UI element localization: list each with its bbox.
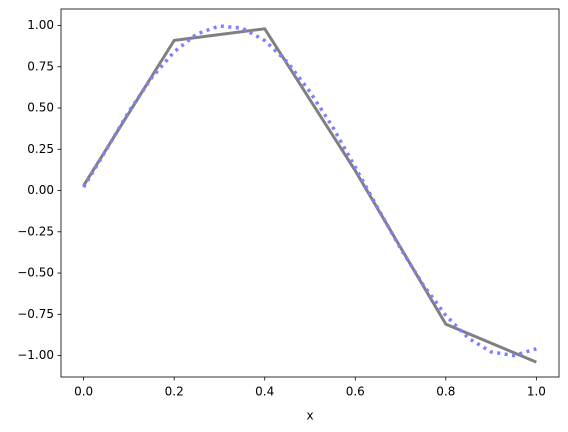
data-line [82, 24, 537, 358]
x-tick-label: 0.2 [165, 385, 184, 399]
y-tick-label: −1.00 [17, 348, 54, 362]
y-tick-label: 0.75 [27, 59, 54, 73]
x-tick-label: 0.0 [74, 385, 93, 399]
y-tick-label: 0.50 [27, 101, 54, 115]
y-tick-label: −0.25 [17, 224, 54, 238]
x-tick-label: 0.4 [255, 385, 274, 399]
x-tick-label: 1.0 [527, 385, 546, 399]
y-tick-label: −0.50 [17, 266, 54, 280]
y-tick-label: −0.75 [17, 307, 54, 321]
y-tick-label: 0.25 [27, 142, 54, 156]
x-tick-label: 0.6 [346, 385, 365, 399]
y-tick-label: 0.00 [27, 183, 54, 197]
x-axis-label: x [306, 409, 313, 423]
plot-frame [60, 8, 560, 378]
y-tick-label: 1.00 [27, 18, 54, 32]
x-tick-label: 0.8 [436, 385, 455, 399]
